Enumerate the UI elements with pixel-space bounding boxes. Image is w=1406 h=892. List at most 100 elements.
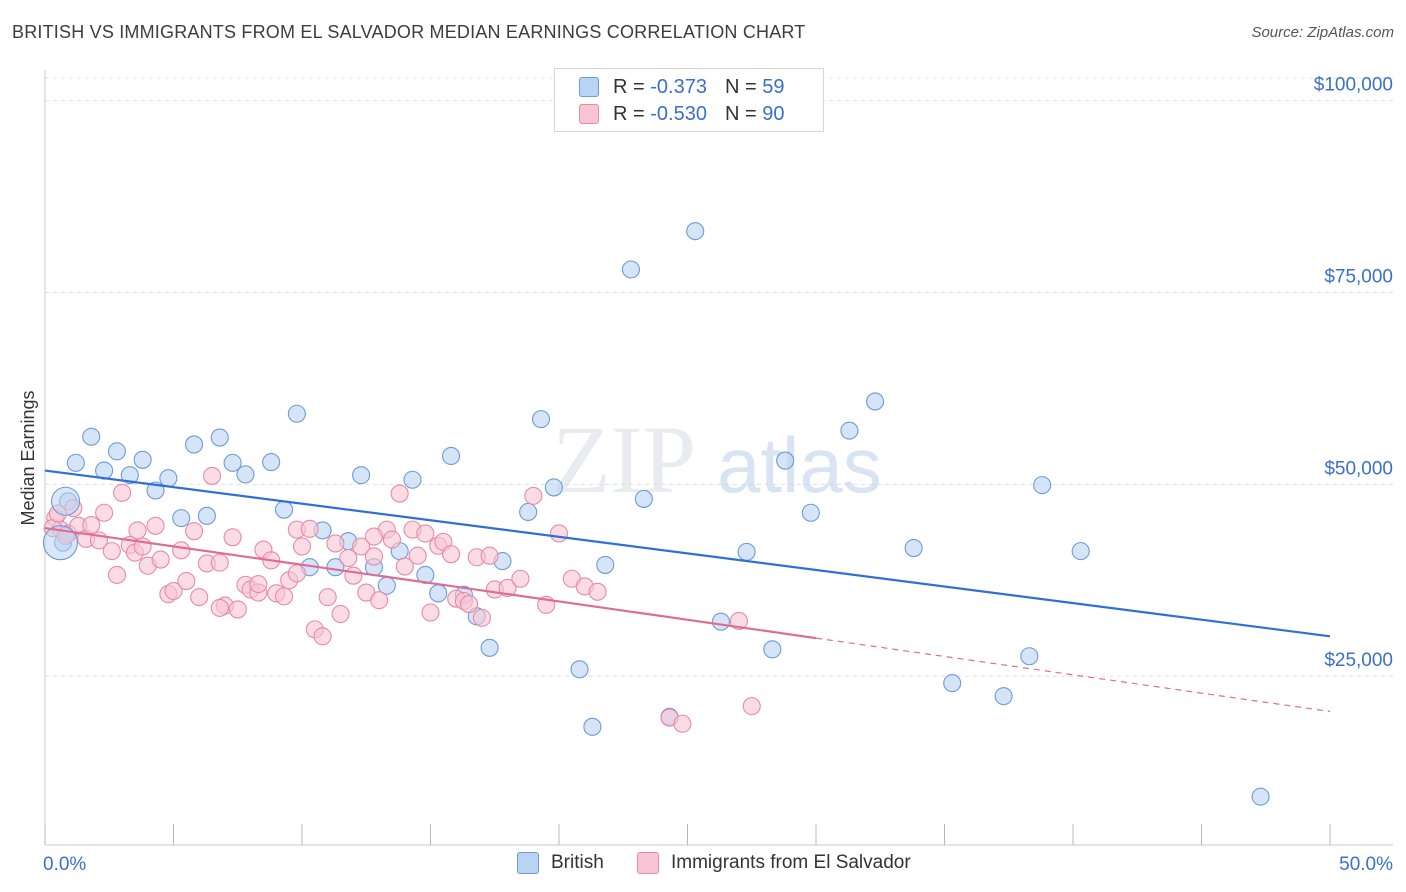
british-point (403, 470, 422, 489)
salvador-point (524, 486, 543, 505)
salvador-point (588, 582, 607, 601)
british-point (287, 404, 306, 423)
correlation-legend: R = -0.373 N = 59 R = -0.530 N = 90 (554, 68, 824, 132)
n-label: N = (724, 75, 757, 98)
salvador-point (313, 627, 332, 646)
x-tick-label: 0.0% (43, 854, 86, 875)
y-tick-label: $50,000 (1324, 458, 1393, 479)
salvador-point (249, 575, 268, 594)
british-point (596, 555, 615, 574)
x-tick-label: 50.0% (1339, 854, 1393, 875)
n-label: N = (724, 102, 757, 125)
salvador-trend-line (44, 527, 817, 640)
british-point (66, 453, 85, 472)
british-point (1020, 647, 1039, 666)
salvador-point (164, 581, 183, 601)
legend-item-salvador[interactable]: Immigrants from El Salvador (637, 852, 911, 874)
trend-lines (44, 469, 1331, 713)
british-point (262, 453, 281, 472)
salvador-point (95, 503, 114, 522)
salvador-point (102, 542, 121, 561)
salvador-point (326, 534, 345, 553)
salvador-point (549, 524, 569, 543)
salvador-point (421, 603, 440, 622)
british-point (776, 451, 795, 470)
salvador-point (442, 545, 461, 564)
british-point (840, 421, 859, 440)
salvador-point (210, 598, 229, 617)
british-swatch (579, 77, 599, 97)
salvador-point (498, 578, 517, 597)
british-point (763, 640, 782, 659)
british-point (686, 222, 705, 241)
british-point (634, 489, 653, 508)
salvador-point (146, 516, 165, 535)
salvador-point (203, 466, 222, 485)
british-point (429, 584, 448, 603)
salvador-point (185, 522, 204, 541)
salvador-point (395, 557, 414, 576)
r-label: R = (613, 75, 645, 98)
chart-title: BRITISH VS IMMIGRANTS FROM EL SALVADOR M… (12, 22, 806, 42)
salvador-point (480, 546, 499, 565)
salvador-point (352, 537, 371, 556)
british-point (904, 538, 923, 558)
british-point (159, 469, 178, 488)
salvador-point (107, 565, 127, 584)
y-tick-label: $100,000 (1314, 75, 1393, 96)
british-point (352, 466, 371, 485)
salvador-point (742, 697, 761, 716)
salvador-point (339, 548, 358, 568)
british-point (82, 427, 101, 446)
salvador-point (416, 524, 435, 543)
watermark: ZIP atlas (552, 406, 882, 513)
british-point (519, 502, 538, 522)
salvador-n-value: 90 (762, 102, 785, 125)
british-r-value: -0.373 (650, 75, 707, 98)
british-point (120, 466, 139, 485)
british-point (737, 542, 756, 561)
british-point (210, 428, 229, 447)
british-n-value: 59 (762, 75, 785, 98)
salvador-swatch (579, 104, 599, 124)
salvador-point (364, 527, 384, 546)
salvador-point (300, 519, 319, 538)
british-point (801, 503, 820, 522)
british-point (943, 674, 962, 693)
salvador-point (151, 550, 170, 569)
salvador-r-value: -0.530 (650, 102, 707, 125)
british-point (223, 453, 242, 472)
british-point (274, 500, 294, 519)
salvador-point (673, 714, 692, 733)
british-point (480, 638, 499, 657)
british-point (531, 410, 551, 429)
british-point (197, 506, 216, 525)
watermark-zip: ZIP (552, 406, 696, 513)
data-points (42, 222, 1270, 806)
y-axis-label: Median Earnings (18, 390, 38, 525)
y-tick-label: $25,000 (1324, 650, 1393, 671)
british-point (994, 687, 1013, 706)
salvador-point (287, 564, 306, 583)
salvador-point (364, 547, 384, 566)
british-point (1251, 787, 1270, 806)
axis-labels: $25,000 $50,000 $75,000 $100,000 0.0% 50.0% Me… (18, 75, 1393, 875)
salvador-point (274, 587, 294, 606)
salvador-legend-swatch (637, 852, 659, 874)
salvador-point (190, 588, 209, 607)
salvador-point (472, 608, 491, 627)
salvador-point (382, 530, 402, 549)
r-label: R = (613, 102, 645, 125)
salvador-trend-line-extension (815, 637, 1331, 713)
salvador-point (228, 600, 247, 619)
salvador-point (82, 515, 101, 535)
british-legend-label: British (551, 852, 604, 873)
series-legend: British Immigrants from El Salvador (0, 852, 1406, 878)
british-legend-swatch (517, 852, 539, 874)
salvador-point (172, 541, 191, 560)
british-point (711, 612, 730, 631)
legend-item-british[interactable]: British (517, 852, 604, 874)
legend-row-british: R = -0.373 N = 59 (579, 74, 784, 100)
british-cluster-point (51, 486, 81, 516)
